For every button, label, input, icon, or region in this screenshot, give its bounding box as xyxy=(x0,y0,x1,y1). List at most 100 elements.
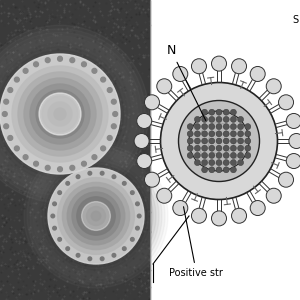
Circle shape xyxy=(238,116,244,122)
Circle shape xyxy=(194,152,200,158)
Circle shape xyxy=(34,161,38,166)
Circle shape xyxy=(48,168,144,264)
Circle shape xyxy=(202,124,208,130)
Circle shape xyxy=(92,68,97,73)
Circle shape xyxy=(157,188,172,203)
Circle shape xyxy=(216,145,222,151)
Circle shape xyxy=(238,160,244,166)
Circle shape xyxy=(101,146,106,151)
Circle shape xyxy=(230,116,236,122)
Circle shape xyxy=(216,138,222,144)
Circle shape xyxy=(23,155,28,160)
Circle shape xyxy=(278,172,293,187)
Circle shape xyxy=(42,162,150,270)
Circle shape xyxy=(187,152,193,158)
Circle shape xyxy=(8,136,13,140)
Circle shape xyxy=(202,109,208,115)
Circle shape xyxy=(209,138,215,144)
Circle shape xyxy=(173,200,188,215)
Circle shape xyxy=(178,100,260,182)
Circle shape xyxy=(187,138,193,144)
Circle shape xyxy=(58,178,134,254)
Circle shape xyxy=(238,124,244,130)
Circle shape xyxy=(223,109,229,115)
Text: Positive str: Positive str xyxy=(169,207,224,278)
Circle shape xyxy=(100,257,104,261)
Circle shape xyxy=(238,138,244,144)
Circle shape xyxy=(58,167,62,172)
Circle shape xyxy=(289,134,300,148)
Circle shape xyxy=(82,161,86,166)
Circle shape xyxy=(70,58,75,63)
Circle shape xyxy=(202,138,208,144)
Circle shape xyxy=(216,109,222,115)
Circle shape xyxy=(0,32,142,196)
Circle shape xyxy=(194,145,200,151)
Circle shape xyxy=(232,59,247,74)
Circle shape xyxy=(14,146,19,151)
Circle shape xyxy=(24,144,168,288)
Bar xyxy=(0,0,150,300)
Circle shape xyxy=(86,206,106,226)
Circle shape xyxy=(2,112,7,116)
Circle shape xyxy=(45,165,147,267)
Circle shape xyxy=(230,167,236,173)
Circle shape xyxy=(54,108,66,120)
Circle shape xyxy=(113,112,118,116)
Circle shape xyxy=(107,136,112,140)
Circle shape xyxy=(194,116,200,122)
Circle shape xyxy=(202,160,208,166)
Circle shape xyxy=(232,208,247,223)
Circle shape xyxy=(136,226,139,230)
Circle shape xyxy=(202,167,208,173)
Circle shape xyxy=(92,155,97,160)
Circle shape xyxy=(12,66,108,162)
Circle shape xyxy=(58,238,61,241)
Circle shape xyxy=(209,152,215,158)
Circle shape xyxy=(101,77,106,82)
Circle shape xyxy=(137,113,152,128)
Circle shape xyxy=(194,124,200,130)
Circle shape xyxy=(223,167,229,173)
Circle shape xyxy=(216,124,222,130)
Circle shape xyxy=(0,40,134,188)
Circle shape xyxy=(107,88,112,92)
Circle shape xyxy=(245,131,251,137)
Circle shape xyxy=(216,160,222,166)
Circle shape xyxy=(223,124,229,130)
Circle shape xyxy=(100,171,104,175)
Circle shape xyxy=(77,197,115,235)
Circle shape xyxy=(202,131,208,137)
Circle shape xyxy=(82,202,110,230)
Circle shape xyxy=(145,95,160,110)
Circle shape xyxy=(72,192,120,240)
Circle shape xyxy=(66,182,70,185)
Circle shape xyxy=(209,145,215,151)
Circle shape xyxy=(0,25,149,203)
Circle shape xyxy=(0,36,138,192)
Circle shape xyxy=(111,99,116,104)
Circle shape xyxy=(14,77,19,82)
Circle shape xyxy=(76,175,80,178)
Circle shape xyxy=(0,54,120,174)
Circle shape xyxy=(76,254,80,257)
Circle shape xyxy=(33,153,159,279)
Circle shape xyxy=(134,134,149,148)
Circle shape xyxy=(266,79,281,94)
Circle shape xyxy=(112,175,116,178)
Circle shape xyxy=(245,124,251,130)
Circle shape xyxy=(27,147,165,285)
Circle shape xyxy=(6,60,114,168)
Circle shape xyxy=(187,131,193,137)
Circle shape xyxy=(238,131,244,137)
Circle shape xyxy=(67,187,125,245)
Circle shape xyxy=(39,159,153,273)
Circle shape xyxy=(230,160,236,166)
Circle shape xyxy=(36,90,84,138)
Circle shape xyxy=(36,156,156,276)
Circle shape xyxy=(39,93,81,135)
Circle shape xyxy=(202,145,208,151)
Circle shape xyxy=(82,202,110,230)
Circle shape xyxy=(245,145,251,151)
Circle shape xyxy=(216,131,222,137)
